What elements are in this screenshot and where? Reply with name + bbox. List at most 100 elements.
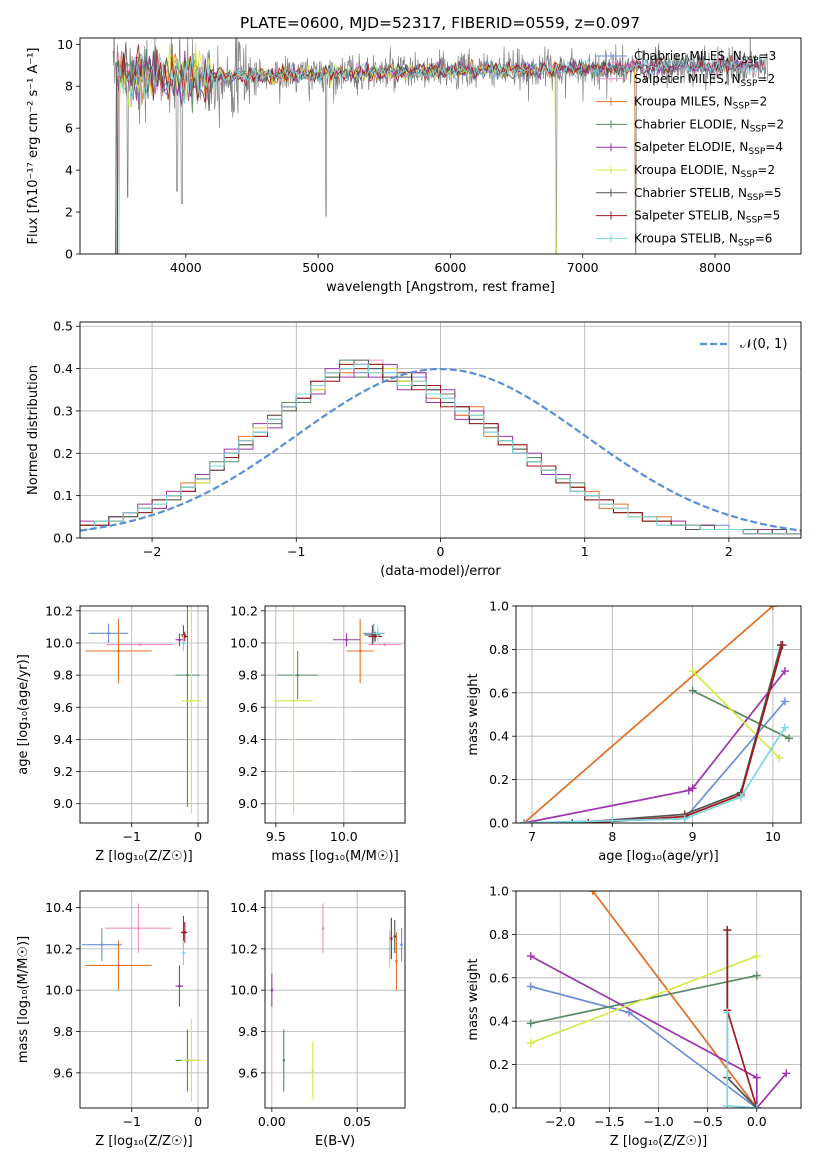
y-tick-label: 9.8 [53,1024,73,1039]
y-tick-label: 0.6 [489,685,509,700]
data-point [107,632,110,635]
axes-frame [264,605,406,824]
x-tick-label: 10 [765,829,781,844]
y-tick-label: 0.8 [489,927,509,942]
weight-marker [736,792,745,801]
y-tick-label: 9.2 [53,764,73,779]
x-tick-label: 4000 [170,260,202,275]
y-tick-label: 9.6 [238,700,258,715]
x-axis-label: mass [log₁₀(M/M☉)] [271,849,398,864]
weight-marker [780,667,789,676]
legend-entry: Salpeter ELODIE, NSSP=4 [634,140,783,157]
data-point [390,937,393,940]
legend-entry: Chabrier STELIB, NSSP=5 [634,186,782,203]
legend-count: =2 [766,117,784,131]
x-tick-label: 0.0 [747,1114,767,1129]
axes-frame [79,890,209,1109]
weight-marker [688,686,697,695]
x-axis-label: age [log₁₀(age/yr)] [598,849,719,864]
y-tick-label: 0.2 [489,772,509,787]
legend-subscript: SSP [741,170,758,180]
x-tick-label: 0 [437,544,445,559]
weight-line [530,955,758,1044]
legend: Chabrier MILES, NSSP=3 Salpeter MILES, NS… [596,49,784,248]
y-tick-label: 10.0 [45,635,73,650]
y-axis-label: age [log₁₀(age/yr)] [16,654,31,775]
y-tick-label: 0.5 [53,319,73,334]
legend-count: =3 [759,49,777,63]
weight-line [530,955,787,1108]
gaussian-curve [80,367,801,532]
x-axis-label: Z [log₁₀(Z/Z☉)] [610,1134,707,1149]
x-tick-label: 5000 [302,260,334,275]
legend-subscript: SSP [741,79,758,89]
weight-marker [608,816,617,823]
data-point [190,699,193,703]
weight-marker [526,1019,535,1028]
weight-marker [526,982,535,991]
y-axis-label: mass weight [466,958,481,1040]
y-tick-label: 9.0 [53,796,73,811]
x-tick-label: 6000 [435,260,467,275]
weight-marker [688,667,697,676]
weight-marker [684,786,693,795]
data-point [270,988,274,992]
legend-count: =2 [757,163,775,177]
weight-marker [784,734,793,743]
data-point [311,1069,315,1073]
weight-marker [723,1008,732,1017]
figure-title: PLATE=0600, MJD=52317, FIBERID=0559, z=0… [240,14,640,32]
data-point [345,638,348,642]
x-tick-label: 7000 [567,260,599,275]
data-point [178,984,181,988]
plot-area-age_vs_mass [274,606,401,814]
y-axis-label: mass [log₁₀(M/M☉)] [16,936,31,1063]
weight-marker [568,819,577,823]
x-tick-label: 9 [689,829,697,844]
weight-marker [588,891,597,895]
y-tick-label: 1.0 [489,599,509,614]
y-tick-label: 9.8 [53,668,73,683]
data-point [395,959,398,963]
x-axis-label: E(B-V) [315,1134,355,1149]
y-tick-label: 10.2 [230,603,258,618]
data-point [183,635,187,638]
weight-line [692,689,790,740]
y-tick-label: 9.4 [53,732,73,747]
weight-marker [752,952,761,961]
data-point [282,1059,286,1062]
legend-subscript: SSP [747,193,764,203]
x-tick-label: 0.00 [258,1114,286,1129]
data-point [383,643,386,646]
data-point [186,673,189,677]
chart-age_vs_z: −1 0 9.0 9.2 9.4 9.6 9.8 10.0 10.2 Z [log₁₀(Z/Z☉)… [16,603,209,864]
weight-line [691,670,780,759]
weight-marker [752,971,761,980]
data-point [138,643,141,646]
legend-subscript: SSP [746,216,763,226]
data-point [400,943,403,947]
x-axis-label: wavelength [Angstrom, rest frame] [326,280,555,295]
y-tick-label: 10.4 [230,900,258,915]
y-tick-label: 9.6 [53,700,73,715]
legend-entry: Chabrier ELODIE, NSSP=2 [634,117,784,134]
y-tick-label: 0.2 [53,446,73,461]
chart-spectrum: 4000 5000 6000 7000 8000 0 2 4 6 8 10 wavelength [A… [26,37,802,295]
weight-marker [780,723,789,732]
weight-marker [723,926,732,935]
spectrum-model-line [116,44,765,254]
chart-mass_vs_z: −1 0 9.6 9.8 10.0 10.2 10.4 Z [log₁₀(Z/Z☉)] mass… [16,890,209,1149]
x-tick-label: −2 [143,544,161,559]
y-tick-label: 9.8 [238,668,258,683]
data-point [371,633,374,637]
data-point [182,951,185,955]
weight-marker [723,1101,732,1108]
data-point [100,943,104,947]
data-point [393,935,397,938]
weight-marker [680,814,689,823]
x-tick-label: 9.5 [266,829,286,844]
y-axis-label: Normed distribution [26,365,41,495]
weight-marker [526,1038,535,1047]
plot-area-residuals [80,359,801,538]
axes-frame [515,605,802,824]
